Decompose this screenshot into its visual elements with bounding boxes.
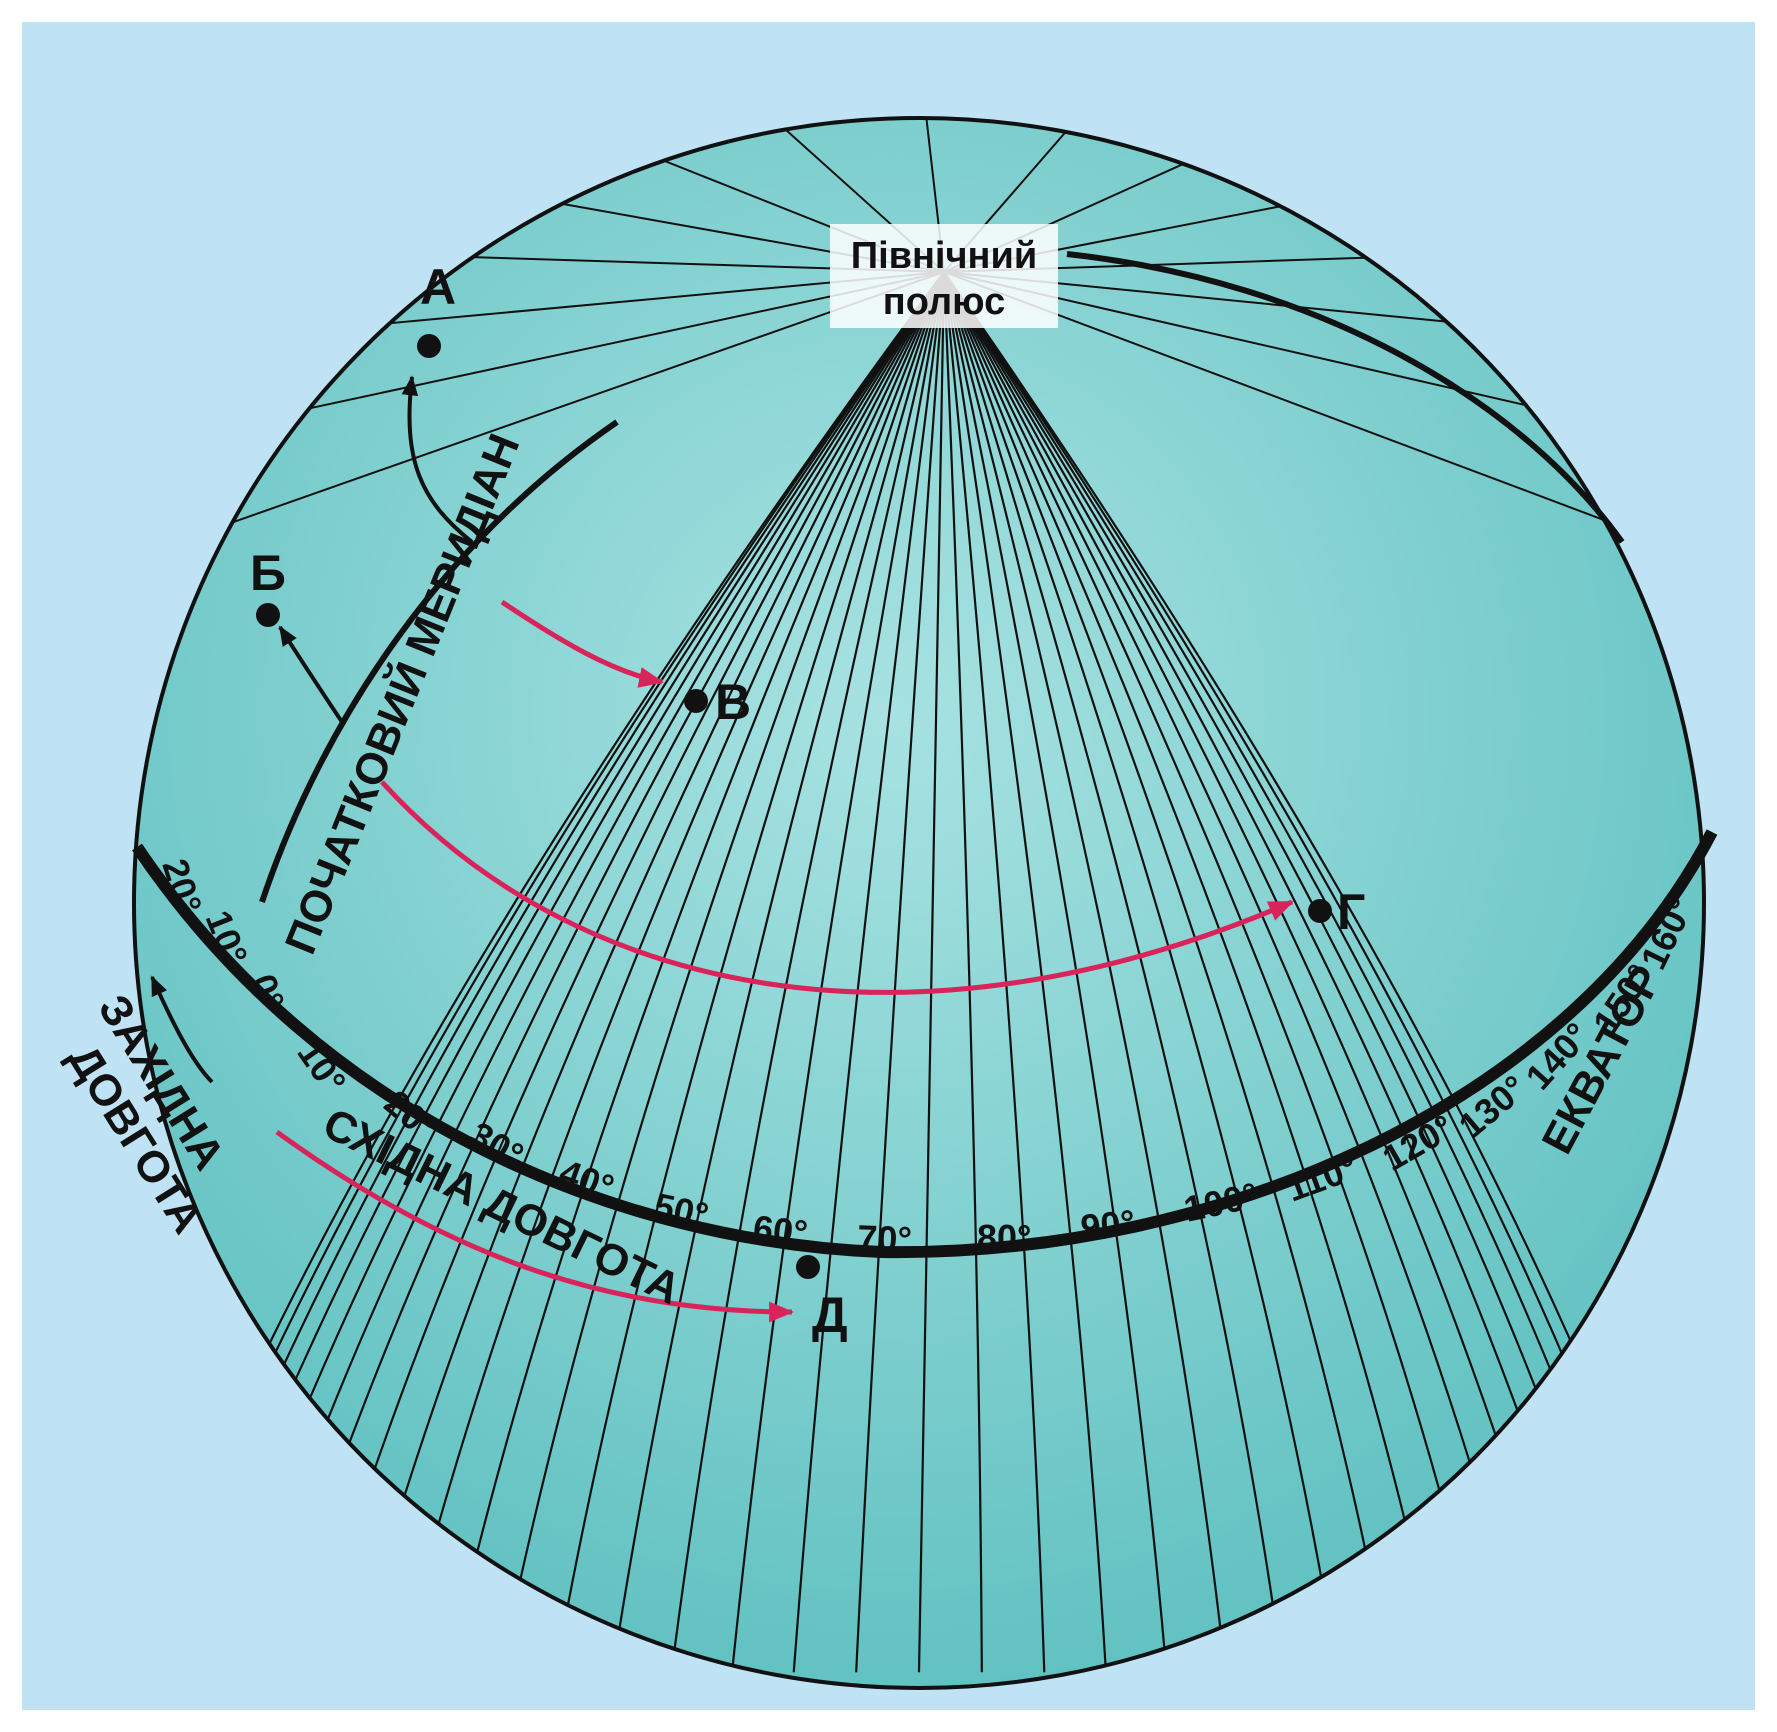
equator-line (132, 829, 1718, 1259)
equator-tick-label: 80° (977, 1217, 1031, 1258)
arrow-west (150, 975, 214, 1084)
meridian-line (499, 271, 946, 1673)
meridian-line (554, 271, 946, 1673)
arrow-to-g (380, 780, 1294, 995)
meridian-line (611, 271, 946, 1673)
prime-meridian-line (259, 419, 619, 903)
point-d-dot (796, 1255, 820, 1279)
point-v-dot (684, 689, 708, 713)
meridian-line (397, 271, 945, 1673)
point-d-label: Д (812, 1287, 848, 1343)
point-g-label: Г (1337, 884, 1365, 940)
meridian-line (942, 271, 1046, 1673)
meridian-line (670, 271, 946, 1673)
meridian-line (943, 271, 1678, 549)
globe-diagram: А Б В Г Д Північний полюс ПОЧАТКОВИЙ МЕР… (59, 116, 1718, 1690)
meridian-line (943, 271, 1441, 1673)
point-g-dot (1308, 899, 1332, 923)
north-pole-label-bg (830, 224, 1058, 328)
meridian-line (942, 271, 983, 1673)
meridian-line (730, 271, 946, 1673)
meridian-line (855, 271, 946, 1673)
meridian-line (942, 271, 1168, 1673)
globe-body (132, 116, 1706, 1690)
prime-meridian-line-back (1066, 251, 1625, 544)
equator-tick-label: 90° (1079, 1201, 1137, 1247)
north-pole-label-line1: Північний (851, 235, 1037, 277)
meridian-line (942, 271, 1108, 1673)
diagram-background: А Б В Г Д Північний полюс ПОЧАТКОВИЙ МЕР… (22, 22, 1755, 1710)
meridian-line (942, 271, 1284, 1673)
meridian-line (792, 271, 946, 1673)
meridian-line (351, 271, 945, 1673)
meridian-line (917, 271, 946, 1673)
point-a-label: А (420, 259, 456, 315)
meridian-line (447, 271, 946, 1673)
arrow-to-a (401, 375, 474, 544)
north-pole-label-line2: полюс (883, 281, 1005, 323)
meridian-line (942, 271, 1227, 1673)
point-a-dot (417, 334, 441, 358)
point-b-label: Б (250, 545, 286, 601)
equator-tick-label: 70° (857, 1217, 913, 1260)
arrow-east (275, 1129, 795, 1323)
point-b-dot (256, 603, 280, 627)
meridian-line (942, 271, 1391, 1673)
meridian-line (942, 271, 1339, 1673)
arrow-to-v (500, 599, 665, 688)
point-v-label: В (715, 674, 751, 730)
equator-tick-label: 60° (751, 1207, 809, 1253)
arrow-to-b (278, 625, 344, 724)
meridian-line (160, 271, 945, 549)
